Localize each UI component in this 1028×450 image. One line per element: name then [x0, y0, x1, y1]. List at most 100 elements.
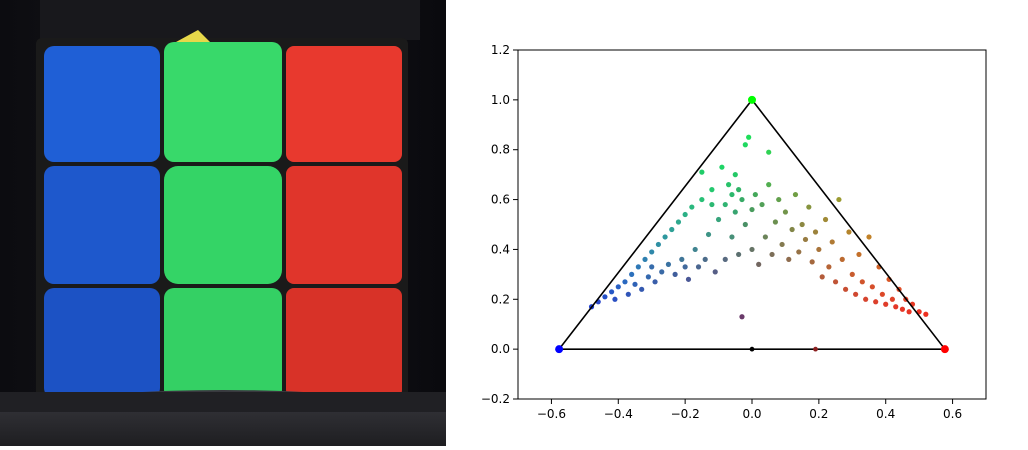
triangle-layer — [555, 95, 949, 354]
scatter-point — [843, 286, 849, 292]
scatter-point — [749, 206, 755, 213]
chart-svg: −0.6 −0.4 −0.2 0.0 0.2 0.4 0.6 −0.2 0.0 0.2 0.4 0.… — [481, 43, 987, 421]
scatter-point — [906, 309, 912, 315]
y-tick-label: 0.4 — [491, 242, 510, 256]
scatter-point — [699, 196, 705, 203]
cube-sticker — [286, 288, 402, 398]
scatter-point — [645, 274, 651, 280]
cube-sticker — [44, 46, 160, 162]
scatter-point — [779, 241, 785, 248]
scatter-points — [588, 134, 929, 320]
scatter-point — [649, 249, 655, 255]
x-tick-label: 0.0 — [742, 407, 761, 421]
scatter-point — [752, 191, 758, 198]
scatter-point — [742, 221, 748, 228]
scatter-point — [685, 276, 692, 282]
y-tick-label: 0.8 — [491, 143, 510, 157]
cube-sticker — [286, 46, 402, 162]
scatter-point — [726, 182, 732, 188]
y-tick-label: 0.6 — [491, 193, 510, 207]
y-tick-label: 0.2 — [491, 292, 510, 306]
scatter-point — [729, 191, 735, 198]
scatter-point — [839, 256, 845, 262]
y-axis-ticks: −0.2 0.0 0.2 0.4 0.6 0.8 1.0 1.2 — [481, 43, 518, 406]
scatter-point — [655, 241, 661, 248]
scatter-point — [712, 269, 718, 275]
scatter-point — [662, 234, 668, 240]
scatter-point — [612, 296, 618, 302]
scatter-point — [883, 301, 889, 307]
scatter-point — [766, 182, 772, 188]
scatter-point — [705, 231, 712, 238]
scatter-point — [732, 209, 738, 215]
scatter-point — [893, 304, 899, 310]
scatter-point — [799, 221, 805, 228]
scatter-point — [792, 191, 799, 198]
scatter-point — [742, 142, 748, 148]
cube-sticker — [164, 166, 282, 284]
scatter-point — [679, 256, 685, 262]
scatter-point — [766, 149, 772, 155]
scatter-point — [873, 299, 879, 305]
scatter-point — [796, 249, 802, 255]
scatter-point — [863, 296, 869, 302]
scatter-point — [669, 226, 675, 233]
scatter-point — [769, 251, 775, 258]
cube-column-left — [44, 46, 160, 398]
scatter-point — [736, 187, 742, 193]
scatter-point — [806, 204, 812, 210]
x-tick-label: 0.2 — [809, 407, 828, 421]
scatter-point — [665, 261, 672, 267]
photo-base-rim — [0, 392, 446, 412]
scatter-point — [889, 296, 895, 302]
scatter-point — [899, 306, 906, 312]
scatter-point — [829, 239, 835, 245]
scatter-point — [826, 264, 832, 270]
scatter-point — [722, 256, 728, 262]
y-tick-label: −0.2 — [481, 392, 510, 406]
triangle-outline — [557, 98, 947, 350]
scatter-point — [642, 256, 648, 262]
scatter-point — [699, 169, 705, 175]
ternary-scatter-chart: −0.6 −0.4 −0.2 0.0 0.2 0.4 0.6 −0.2 0.0 0.2 0.4 0.… — [470, 0, 1028, 446]
scatter-point — [923, 311, 929, 317]
scatter-point — [695, 264, 702, 270]
scatter-point — [853, 291, 859, 297]
scatter-point — [849, 271, 855, 277]
scatter-point — [615, 284, 621, 290]
scatter-point — [759, 201, 765, 208]
scatter-point — [692, 246, 698, 253]
cube-sticker — [164, 42, 282, 162]
scatter-point — [632, 281, 638, 287]
scatter-point — [739, 196, 745, 203]
scatter-point — [866, 234, 872, 240]
cube-sticker — [286, 166, 402, 284]
scatter-point — [776, 196, 782, 203]
scatter-point — [772, 219, 778, 225]
y-tick-label: 1.2 — [491, 43, 510, 57]
scatter-point — [782, 209, 789, 215]
scatter-point — [635, 264, 641, 270]
x-tick-label: 0.4 — [876, 407, 895, 421]
x-tick-label: −0.6 — [537, 407, 566, 421]
x-axis-ticks: −0.6 −0.4 −0.2 0.0 0.2 0.4 0.6 — [537, 399, 962, 421]
rubiks-cube-photo — [0, 0, 446, 446]
triangle-vertex-marker — [940, 345, 949, 354]
scatter-point — [736, 251, 742, 258]
scatter-point — [672, 271, 678, 277]
y-tick-label: 1.0 — [491, 93, 510, 107]
cube-sticker — [44, 166, 160, 284]
rubiks-cube-illustration — [0, 0, 446, 446]
scatter-point — [846, 229, 852, 235]
baseline-marker — [749, 346, 755, 352]
scatter-point — [809, 259, 815, 265]
scatter-point — [756, 261, 762, 267]
cube-column-middle — [164, 42, 282, 400]
scatter-point — [832, 279, 839, 285]
scatter-point — [836, 196, 842, 203]
scatter-point — [856, 251, 862, 258]
triangle-vertex-marker — [555, 345, 564, 354]
scatter-point — [789, 226, 795, 233]
scatter-point — [682, 211, 688, 218]
cube-sticker — [164, 288, 282, 400]
